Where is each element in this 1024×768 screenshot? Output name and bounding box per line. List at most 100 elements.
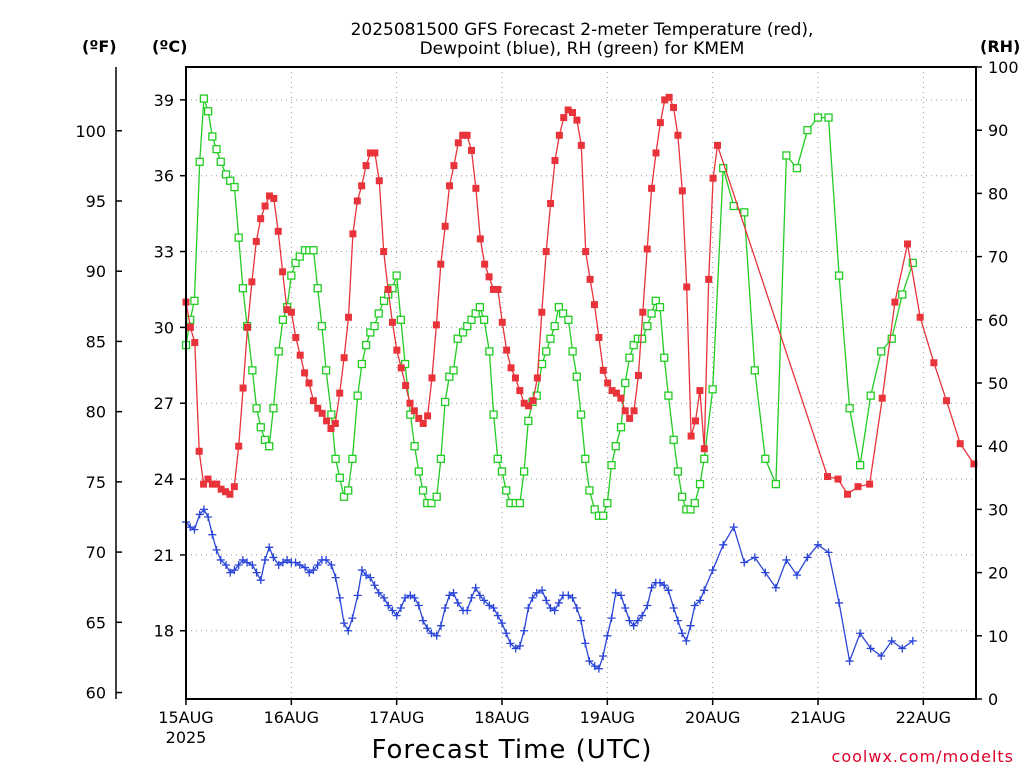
dewpoint-point xyxy=(283,555,292,564)
temperature-point xyxy=(555,131,563,139)
temperature-point xyxy=(305,379,313,387)
rh-point xyxy=(453,334,462,343)
temperature-point xyxy=(489,285,497,293)
dewpoint-point xyxy=(190,525,199,534)
rh-tick-label: 30 xyxy=(988,500,1008,519)
rh-point xyxy=(625,353,634,362)
temperature-point xyxy=(656,119,664,127)
temperature-point xyxy=(217,485,225,493)
rh-point xyxy=(673,467,683,476)
temperature-point xyxy=(560,114,568,122)
rh-point xyxy=(664,391,673,400)
rh-point xyxy=(489,410,498,419)
temperature-point xyxy=(349,230,357,238)
dewpoint-point xyxy=(432,631,441,640)
rh-point xyxy=(309,246,318,255)
temperature-point xyxy=(235,442,243,450)
temperature-point xyxy=(916,313,924,321)
dewpoint-point xyxy=(248,561,257,570)
series-line xyxy=(185,508,914,670)
dewpoint-point xyxy=(524,603,533,612)
celsius-tick-label: 18 xyxy=(154,622,174,641)
rh-point xyxy=(603,498,612,508)
dewpoint-point xyxy=(908,636,917,645)
temperature-point xyxy=(257,215,265,223)
rh-tick-label: 10 xyxy=(988,627,1008,646)
temperature-point xyxy=(612,389,620,397)
rh-point xyxy=(234,233,243,242)
temperature-point xyxy=(891,298,899,306)
rh-point xyxy=(339,492,349,501)
rh-point xyxy=(458,328,468,337)
temperature-point xyxy=(200,480,208,488)
dewpoint-point xyxy=(204,512,213,521)
temperature-point xyxy=(529,397,537,405)
temperature-point xyxy=(380,248,388,256)
temperature-point xyxy=(538,308,546,316)
temperature-point xyxy=(252,237,260,245)
temperature-point xyxy=(621,407,629,415)
rh-point xyxy=(677,492,687,501)
dewpoint-point xyxy=(506,639,515,648)
temperature-point xyxy=(468,146,476,154)
dewpoint-point xyxy=(856,629,865,638)
rh-point xyxy=(502,486,511,495)
temperature-point xyxy=(450,162,458,170)
temperature-point xyxy=(866,480,874,488)
rh-point xyxy=(203,107,213,116)
temperature-point xyxy=(402,382,410,390)
dewpoint-point xyxy=(502,629,511,638)
dewpoint-point xyxy=(401,593,410,602)
rh-point xyxy=(866,391,875,400)
dewpoint-point xyxy=(824,548,833,557)
rh-point xyxy=(761,454,770,463)
dewpoint-series xyxy=(182,505,917,673)
dewpoint-point xyxy=(617,591,626,600)
dewpoint-point xyxy=(590,662,599,671)
temperature-point xyxy=(634,371,642,379)
dewpoint-point xyxy=(331,573,340,582)
temperature-point xyxy=(525,402,533,410)
rh-unit-label: (RH) xyxy=(980,37,1020,56)
rh-point xyxy=(568,347,577,356)
dewpoint-point xyxy=(322,555,331,564)
rh-point xyxy=(598,511,608,520)
rh-point xyxy=(366,328,375,337)
dewpoint-point xyxy=(520,626,529,635)
dewpoint-point xyxy=(708,566,717,575)
dewpoint-point xyxy=(278,558,287,567)
temperature-series xyxy=(182,93,978,498)
temperature-point xyxy=(415,414,423,422)
temperature-point xyxy=(551,157,559,165)
dewpoint-point xyxy=(485,601,494,610)
rh-point xyxy=(845,404,854,413)
time-tick-label: 22AUG xyxy=(896,708,951,727)
rh-point xyxy=(700,454,709,463)
rh-tick-label: 60 xyxy=(988,311,1008,330)
dewpoint-point xyxy=(511,644,520,653)
rh-point xyxy=(576,410,586,419)
dewpoint-point xyxy=(621,603,630,612)
rh-point xyxy=(898,290,907,299)
temperature-point xyxy=(683,283,691,291)
rh-point xyxy=(542,347,551,356)
rh-point xyxy=(238,284,248,293)
fahrenheit-axis: 60 65 70 75 80 85 90 95 100 xyxy=(75,67,122,703)
temperature-point xyxy=(204,475,212,483)
temperature-point xyxy=(617,394,625,402)
rh-point xyxy=(887,334,896,343)
dewpoint-point xyxy=(898,644,907,653)
dewpoint-point xyxy=(313,561,322,570)
dewpoint-point xyxy=(577,616,585,625)
rh-point xyxy=(537,359,547,369)
rh-point xyxy=(361,340,371,350)
rh-point xyxy=(208,132,217,141)
dewpoint-point xyxy=(222,561,231,570)
temperature-point xyxy=(248,278,256,286)
dewpoint-point xyxy=(212,545,221,554)
dewpoint-point xyxy=(814,540,822,549)
rh-point xyxy=(260,435,270,445)
dewpoint-point xyxy=(340,619,348,628)
rh-point xyxy=(655,303,665,312)
temperature-point xyxy=(599,366,607,374)
